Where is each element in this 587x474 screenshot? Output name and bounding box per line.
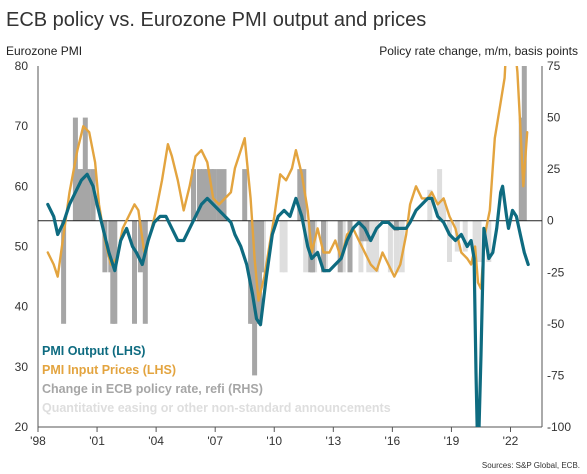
x-tick-label: '01	[89, 434, 105, 448]
left-tick-label: 60	[15, 179, 29, 193]
qe-bar-11	[366, 220, 372, 273]
policy-rate-bar-5	[85, 169, 91, 221]
policy-rate-bar-28	[259, 220, 264, 273]
left-tick-label: 40	[15, 300, 29, 314]
policy-rate-bar-2	[76, 169, 82, 221]
x-tick-label: '10	[266, 434, 282, 448]
qe-bar-4	[282, 220, 288, 273]
qe-bar-5	[303, 220, 309, 273]
x-tick-label: '04	[148, 434, 164, 448]
policy-rate-bar-18	[208, 169, 214, 221]
policy-rate-bar-38	[393, 220, 399, 231]
left-tick-label: 30	[15, 360, 29, 374]
legend-pmi-input-prices: PMI Input Prices (LHS)	[42, 363, 176, 377]
qe-bar-16	[394, 220, 400, 273]
x-tick-label: '16	[385, 434, 401, 448]
policy-rate-bar-36	[359, 220, 365, 242]
legend-pmi-output: PMI Output (LHS)	[42, 344, 145, 358]
qe-bar-26	[486, 220, 492, 262]
right-tick-label: 75	[547, 59, 561, 73]
x-tick-label: '07	[207, 434, 223, 448]
qe-bar-23	[462, 220, 468, 252]
qe-bar-21	[447, 220, 452, 262]
right-tick-label: -100	[547, 420, 571, 434]
policy-rate-bar-0	[61, 220, 67, 324]
left-tick-label: 50	[15, 240, 29, 254]
policy-rate-bar-21	[221, 169, 227, 221]
series-lines	[46, 66, 530, 427]
policy-rate-bar-34	[337, 220, 343, 273]
left-axis-title: Eurozone PMI	[6, 44, 82, 58]
x-tick-label: '98	[30, 434, 46, 448]
policy-rate-bar-4	[82, 117, 88, 221]
x-tick-label: '19	[444, 434, 460, 448]
policy-rate-bar-1	[72, 117, 78, 221]
right-axis-title: Policy rate change, m/m, basis points	[379, 44, 578, 58]
legend-policy-rate: Change in ECB policy rate, refi (RHS)	[42, 382, 263, 396]
policy-rate-bar-11	[132, 220, 137, 324]
pmi-input-prices-line	[46, 66, 529, 302]
policy-rate-bar-40	[521, 66, 527, 221]
policy-rate-bar-19	[211, 169, 217, 221]
right-tick-label: -50	[547, 317, 565, 331]
qe-bar-3	[279, 220, 285, 273]
policy-rate-bar-29	[297, 169, 303, 221]
policy-rate-bar-7	[102, 220, 108, 273]
source-note: Sources: S&P Global, ECB.	[482, 461, 580, 470]
policy-rate-bar-30	[301, 169, 307, 221]
left-tick-label: 70	[15, 119, 29, 133]
policy-rate-bar-33	[321, 220, 326, 273]
qe-bar-19	[437, 169, 443, 221]
qe-bar-14	[387, 220, 393, 273]
qe-bar-12	[370, 220, 376, 273]
qe-bar-13	[374, 220, 380, 273]
x-tick-label: '13	[325, 434, 341, 448]
policy-rate-bar-22	[242, 169, 248, 221]
legend: PMI Output (LHS) PMI Input Prices (LHS) Ch…	[42, 344, 391, 415]
left-tick-label: 20	[15, 420, 29, 434]
right-tick-label: 25	[547, 162, 561, 176]
policy-rate-bar-17	[204, 169, 210, 221]
chart-title: ECB policy vs. Eurozone PMI output and p…	[6, 9, 426, 31]
axes: 20 30 40 50 60 70 80 -100 -75 -50 -25 0 25 50 75 '98 '01…	[15, 59, 572, 448]
qe-bar-17	[399, 220, 405, 273]
policy-rate-bar-13	[142, 220, 148, 324]
policy-rate-bar-10	[112, 220, 118, 324]
legend-qe: Quantitative easing or other non-standar…	[42, 401, 391, 415]
right-tick-label: -25	[547, 265, 565, 279]
left-tick-label: 80	[15, 59, 29, 73]
right-tick-label: -75	[547, 368, 565, 382]
policy-rate-bar-14	[191, 169, 196, 221]
x-tick-label: '22	[503, 434, 519, 448]
qe-bar-20	[441, 200, 447, 221]
right-tick-label: 0	[547, 214, 554, 228]
qe-bar-25	[476, 220, 482, 262]
policy-rate-bar-35	[347, 220, 353, 273]
policy-rate-bar-6	[90, 169, 96, 221]
policy-rate-bar-12	[137, 220, 143, 273]
qe-bar-24	[472, 220, 478, 262]
qe-bar-18	[427, 189, 433, 221]
policy-rate-bar-20	[216, 169, 222, 221]
policy-rate-bar-15	[196, 169, 202, 221]
pmi-output-line	[46, 172, 530, 427]
policy-rate-bar-16	[200, 169, 206, 221]
right-tick-label: 50	[547, 111, 561, 125]
